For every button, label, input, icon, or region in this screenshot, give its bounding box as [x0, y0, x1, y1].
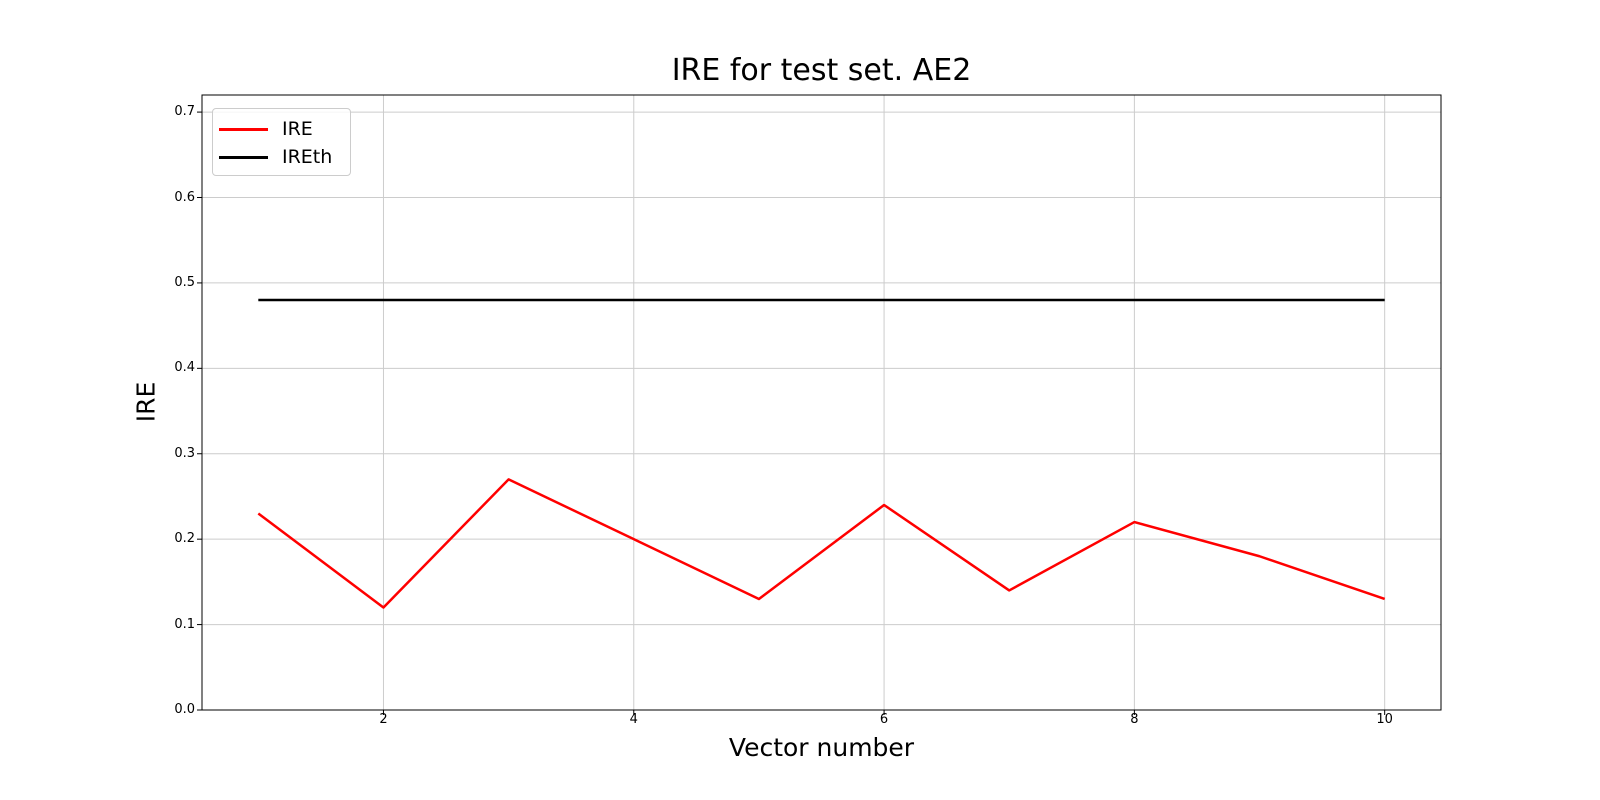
y-tick-label: 0.6	[174, 189, 195, 205]
legend-label: IREth	[282, 146, 333, 168]
legend-label: IRE	[282, 118, 313, 140]
legend-line-sample-ire	[219, 127, 268, 131]
x-tick-label: 4	[629, 712, 638, 727]
x-tick-label: 8	[1130, 712, 1139, 727]
x-axis-label: Vector number	[728, 733, 915, 762]
legend-line-sample-ireth	[219, 155, 268, 159]
y-tick-label: 0.4	[174, 360, 195, 376]
legend-item: IREth	[213, 143, 350, 171]
y-tick-label: 0.3	[174, 445, 195, 461]
axes-spines	[201, 94, 1442, 711]
chart-title: IRE for test set. AE2	[671, 53, 972, 88]
y-tick-label: 0.7	[174, 104, 195, 120]
legend: IRE IREth	[212, 108, 351, 176]
y-axis-label: IRE	[131, 381, 161, 423]
x-tick-label: 2	[379, 712, 388, 727]
y-tick-label: 0.1	[174, 616, 195, 632]
legend-item: IRE	[213, 115, 350, 143]
series-line-ire	[257, 478, 1386, 609]
x-tick-label: 6	[879, 712, 889, 727]
x-tick-label: 10	[1376, 712, 1393, 727]
y-tick-label: 0.5	[174, 274, 195, 290]
y-tick-label: 0.0	[174, 702, 195, 717]
y-tick-label: 0.2	[174, 531, 195, 547]
